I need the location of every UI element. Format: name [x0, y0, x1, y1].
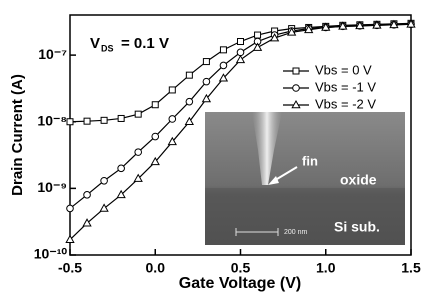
marker	[254, 44, 262, 51]
y-tick-label: 10⁻¹⁰	[34, 246, 68, 262]
marker	[169, 87, 175, 93]
y-tick-label: 10⁻⁹	[37, 179, 67, 195]
marker	[255, 32, 261, 38]
marker	[220, 62, 227, 69]
annotation: V	[90, 35, 100, 52]
annotation: DS	[101, 43, 114, 53]
inset-scale: 200 nm	[284, 229, 308, 236]
marker	[118, 165, 125, 172]
marker	[203, 59, 209, 65]
x-tick-label: 0.0	[146, 260, 166, 276]
marker	[101, 177, 108, 184]
legend-label: Vbs = -1 V	[315, 79, 376, 94]
y-tick-label: 10⁻⁷	[38, 46, 67, 62]
marker	[237, 56, 245, 63]
marker	[152, 102, 158, 108]
marker	[84, 192, 91, 199]
legend-marker	[293, 68, 299, 74]
marker	[220, 47, 226, 53]
legend-label: Vbs = -2 V	[315, 96, 376, 111]
y-axis-label: Drain Current (A)	[9, 74, 26, 196]
marker	[101, 117, 107, 123]
marker	[67, 205, 74, 212]
x-tick-label: 1.5	[401, 260, 421, 276]
marker	[135, 149, 142, 156]
marker	[84, 118, 90, 124]
annotation: = 0.1 V	[121, 35, 169, 52]
marker	[237, 49, 244, 56]
marker	[186, 72, 192, 78]
inset-label: fin	[302, 153, 318, 168]
marker	[152, 133, 159, 140]
chart: fin oxide Si sub. 200 nm V DS = 0.1 V Ga…	[0, 0, 424, 297]
marker	[186, 98, 193, 105]
y-tick-label: 10⁻⁸	[37, 112, 67, 128]
marker	[67, 119, 73, 125]
x-tick-label: 0.5	[231, 260, 251, 276]
inset-label: oxide	[340, 172, 377, 188]
marker	[135, 111, 141, 117]
marker	[203, 78, 210, 85]
inset-label: Si sub.	[334, 219, 380, 235]
legend-label: Vbs = 0 V	[315, 62, 372, 77]
marker	[100, 204, 108, 211]
x-axis-label: Gate Voltage (V)	[179, 275, 301, 292]
marker	[238, 39, 244, 45]
x-tick-label: 1.0	[316, 260, 336, 276]
x-tick-label: -0.5	[58, 260, 82, 276]
marker	[169, 116, 176, 123]
legend-marker	[293, 85, 300, 92]
marker	[118, 115, 124, 121]
